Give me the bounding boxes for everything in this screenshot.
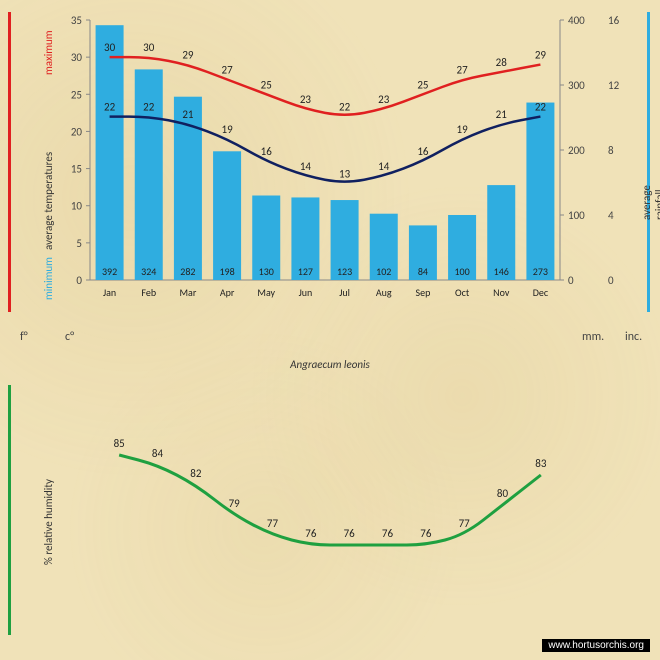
svg-text:22: 22 [143,101,155,114]
svg-text:20: 20 [71,125,83,138]
svg-text:76: 76 [382,527,394,540]
svg-text:130: 130 [259,265,274,278]
svg-text:23: 23 [378,93,390,106]
svg-text:76: 76 [344,527,356,540]
svg-text:Jan: Jan [103,286,116,299]
svg-text:22: 22 [104,101,116,114]
svg-text:4: 4 [608,209,614,222]
svg-text:76: 76 [305,527,317,540]
unit-mm: mm. [582,330,604,344]
svg-text:27: 27 [222,63,234,76]
svg-text:29: 29 [535,49,547,62]
unit-c: c° [65,330,74,344]
svg-text:19: 19 [457,123,469,136]
svg-text:16: 16 [261,145,273,158]
svg-text:21: 21 [496,108,508,121]
svg-text:16: 16 [417,145,429,158]
svg-text:May: May [257,286,275,299]
svg-text:Sep: Sep [416,286,431,299]
species-caption: Angraecum leonis [0,358,660,371]
svg-text:13: 13 [339,167,351,180]
svg-text:10: 10 [71,200,83,213]
climate-chart: 0325411050155920682577308635950010042008… [60,10,620,320]
label-avg-temp: average temperatures [42,152,55,250]
svg-text:30: 30 [71,51,83,64]
svg-text:35: 35 [71,14,82,27]
svg-text:Jul: Jul [339,286,350,299]
svg-text:12: 12 [608,79,620,92]
svg-text:0: 0 [568,274,574,287]
unit-f: f° [20,330,28,344]
svg-text:19: 19 [222,123,234,136]
svg-text:76: 76 [420,527,432,540]
svg-text:282: 282 [180,265,195,278]
svg-text:30: 30 [143,41,155,54]
svg-text:198: 198 [219,265,234,278]
svg-text:25: 25 [71,88,82,101]
svg-text:25: 25 [417,78,428,91]
label-minimum: minimum [42,257,55,300]
svg-text:77: 77 [267,517,279,530]
svg-text:Jun: Jun [299,286,313,299]
right-in-bar [647,12,650,312]
label-humidity: % relative humidity [42,479,55,565]
svg-text:15: 15 [71,163,82,176]
svg-text:146: 146 [494,265,509,278]
svg-text:Feb: Feb [141,286,156,299]
svg-text:100: 100 [454,265,469,278]
svg-text:79: 79 [229,497,241,510]
svg-text:Mar: Mar [180,286,197,299]
svg-text:14: 14 [378,160,390,173]
svg-text:102: 102 [376,265,391,278]
svg-text:22: 22 [339,101,351,114]
svg-text:21: 21 [182,108,194,121]
svg-text:Oct: Oct [455,286,470,299]
svg-text:14: 14 [300,160,312,173]
hum-bar [8,385,11,635]
svg-text:324: 324 [141,265,156,278]
svg-text:22: 22 [535,101,547,114]
svg-text:27: 27 [457,63,469,76]
label-maximum: maximum [42,30,55,75]
svg-text:30: 30 [104,41,116,54]
svg-text:Aug: Aug [376,286,392,299]
svg-text:29: 29 [182,49,194,62]
left-f-bar [8,12,11,312]
svg-text:200: 200 [568,144,585,157]
svg-text:16: 16 [608,14,620,27]
svg-text:300: 300 [568,79,585,92]
svg-text:127: 127 [298,265,313,278]
rainfall-bar [213,151,241,280]
svg-text:Nov: Nov [493,286,510,299]
svg-text:28: 28 [496,56,508,69]
svg-text:100: 100 [568,209,585,222]
svg-text:80: 80 [497,487,509,500]
rainfall-bar [96,25,124,280]
label-rainfall: average rainfall [640,185,660,220]
svg-text:84: 84 [418,265,428,278]
watermark: www.hortusorchis.org [542,639,650,652]
svg-text:400: 400 [568,14,585,27]
svg-text:82: 82 [190,467,202,480]
svg-text:84: 84 [152,447,164,460]
unit-in: inc. [625,330,642,344]
svg-text:123: 123 [337,265,352,278]
svg-text:0: 0 [608,274,614,287]
svg-text:Dec: Dec [533,286,549,299]
svg-text:8: 8 [608,144,614,157]
humidity-line [119,455,541,545]
svg-text:77: 77 [459,517,471,530]
humidity-chart: 85 84 82 79 77 76 76 76 76 77 80 83 [60,385,620,635]
svg-text:85: 85 [114,437,125,450]
rainfall-bar [526,103,554,280]
svg-text:392: 392 [102,265,117,278]
svg-text:Apr: Apr [220,286,235,299]
svg-text:23: 23 [300,93,312,106]
svg-text:5: 5 [76,237,82,250]
svg-text:0: 0 [76,274,82,287]
svg-text:83: 83 [535,457,547,470]
svg-text:273: 273 [533,265,548,278]
svg-text:25: 25 [261,78,272,91]
